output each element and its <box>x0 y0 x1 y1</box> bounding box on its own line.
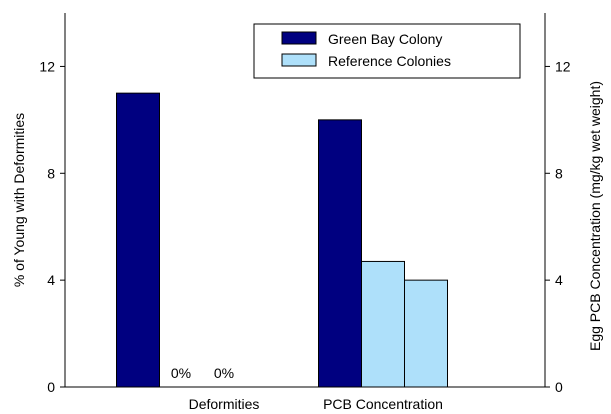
left-axis-title: % of Young with Deformities <box>11 113 27 287</box>
left-tick-label: 12 <box>39 58 55 74</box>
category-label-deformities: Deformities <box>189 396 260 412</box>
right-tick-label: 4 <box>555 272 563 288</box>
left-tick-label: 0 <box>47 379 55 395</box>
category-label-pcb-concentration: PCB Concentration <box>323 396 443 412</box>
bar-pcb-concentration-reference <box>361 260 405 388</box>
legend-label-green-bay: Green Bay Colony <box>328 31 442 47</box>
right-tick-label: 12 <box>555 58 571 74</box>
data-label-zero-percent: 0% <box>171 365 191 381</box>
bars <box>116 92 448 388</box>
data-label-zero-percent: 0% <box>214 365 234 381</box>
bar-pcb-concentration-reference <box>404 279 448 388</box>
legend: Green Bay Colony Reference Colonies <box>253 23 521 79</box>
left-tick-label: 4 <box>47 272 55 288</box>
left-tick-label: 8 <box>47 165 55 181</box>
data-labels: 0% 0% <box>171 365 234 381</box>
right-axis-title: Egg PCB Concentration (mg/kg wet weight) <box>587 81 603 351</box>
bar-deformities-green-bay <box>116 92 160 388</box>
right-tick-label: 8 <box>555 165 563 181</box>
bar-pcb-concentration-green-bay <box>318 119 362 388</box>
right-tick-label: 0 <box>555 379 563 395</box>
legend-swatch-green-bay <box>281 31 317 45</box>
left-ticks: 0 4 8 12 <box>39 58 65 395</box>
right-ticks: 0 4 8 12 <box>545 58 571 395</box>
category-labels: Deformities PCB Concentration <box>189 396 443 412</box>
legend-swatch-reference <box>281 53 317 67</box>
legend-label-reference: Reference Colonies <box>328 53 451 69</box>
